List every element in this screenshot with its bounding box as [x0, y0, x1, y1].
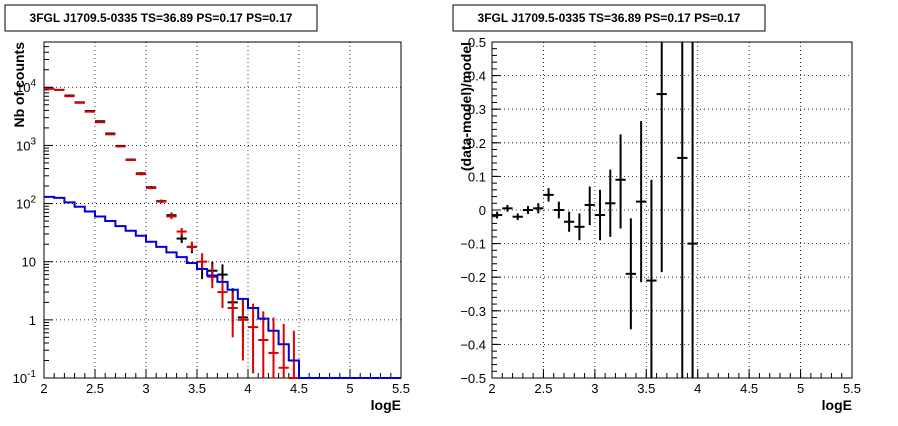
x-tick-label: 4.5 — [290, 381, 308, 396]
x-tick-label: 5.5 — [392, 381, 410, 396]
x-tick-label: 2 — [488, 381, 495, 396]
residuals-marks — [492, 42, 698, 378]
x-tick-label: 3.5 — [637, 381, 655, 396]
residuals-x-ticks: 2 2.5 3 3.5 4 4.5 5 5.5 — [488, 369, 861, 396]
x-tick-label: 4.5 — [740, 381, 758, 396]
residuals-title-box — [452, 4, 766, 32]
y-tick-label: −0.1 — [460, 237, 486, 252]
residuals-y-axis-label: (data-model)/model — [458, 42, 474, 171]
counts-x-ticks: 2 2.5 3 3.5 4 4.5 5 5.5 — [40, 369, 410, 396]
x-tick-label: 4 — [694, 381, 701, 396]
x-tick-label: 4 — [244, 381, 251, 396]
y-tick-label: 0.1 — [468, 169, 486, 184]
y-tick-label: −0.5 — [460, 371, 486, 386]
counts-plot-frame — [43, 41, 402, 379]
counts-y-axis-label: Nb of counts — [11, 42, 27, 128]
x-tick-label: 5 — [797, 381, 804, 396]
residuals-panel: 3FGL J1709.5-0335 TS=36.89 PS=0.17 PS=0.… — [452, 4, 861, 413]
x-tick-label: 3 — [142, 381, 149, 396]
counts-title-box — [4, 4, 318, 32]
y-tick-label: 10-1 — [13, 369, 37, 386]
y-tick-label: 0.2 — [468, 136, 486, 151]
x-tick-label: 3.5 — [188, 381, 206, 396]
residuals-y-ticks: −0.5 −0.4 −0.3 −0.2 −0.1 0 0.1 0.2 0.3 0.4 0.5 — [460, 35, 501, 386]
model-step-line — [44, 195, 401, 379]
x-tick-label: 2.5 — [86, 381, 104, 396]
counts-title: 3FGL J1709.5-0335 TS=36.89 PS=0.17 PS=0.… — [30, 11, 293, 25]
residuals-x-axis-label: logE — [822, 397, 852, 413]
y-tick-label: 0.3 — [468, 102, 486, 117]
y-tick-label: 0 — [479, 203, 486, 218]
y-tick-label: 103 — [16, 136, 36, 153]
y-tick-label: 10 — [22, 255, 36, 270]
x-tick-label: 2.5 — [534, 381, 552, 396]
x-tick-label: 3 — [591, 381, 598, 396]
residuals-grid — [492, 42, 852, 378]
counts-marks — [44, 87, 401, 379]
counts-panel: 3FGL J1709.5-0335 TS=36.89 PS=0.17 PS=0.… — [4, 4, 410, 413]
residuals-title: 3FGL J1709.5-0335 TS=36.89 PS=0.17 PS=0.… — [478, 11, 741, 25]
y-tick-label: 102 — [16, 195, 36, 212]
y-tick-label: 0.5 — [468, 35, 486, 50]
y-tick-label: −0.4 — [460, 337, 486, 352]
y-tick-label: 0.4 — [468, 69, 486, 84]
counts-x-axis-label: logE — [371, 397, 401, 413]
counts-grid — [44, 42, 401, 378]
y-tick-label: −0.3 — [460, 304, 486, 319]
y-tick-label: −0.2 — [460, 270, 486, 285]
x-tick-label: 2 — [40, 381, 47, 396]
y-tick-label: 1 — [29, 313, 36, 328]
x-tick-label: 5 — [346, 381, 353, 396]
x-tick-label: 5.5 — [843, 381, 861, 396]
